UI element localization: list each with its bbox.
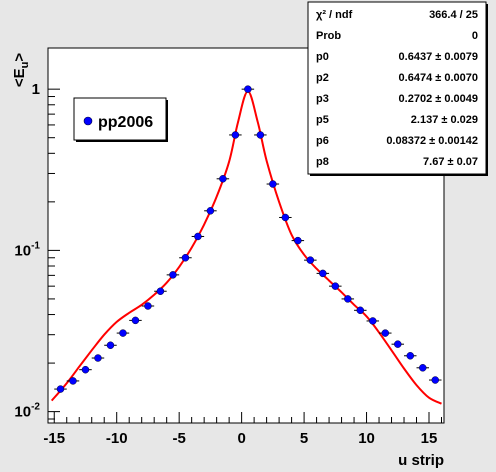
marker: [69, 377, 77, 385]
marker: [206, 207, 215, 215]
stats-value: 366.4 / 25: [429, 9, 478, 21]
marker: [419, 364, 427, 372]
marker: [331, 282, 340, 290]
marker: [131, 316, 140, 325]
stats-value: 0.2702 ± 0.0049: [399, 93, 478, 105]
marker: [231, 131, 240, 139]
data-point: [341, 295, 355, 303]
data-point: [91, 354, 105, 362]
stats-box: χ² / ndf 366.4 / 25 Prob 0 p0 0.6437 ± 0.0079…: [307, 1, 488, 176]
data-points: [54, 85, 442, 393]
data-point: [66, 377, 80, 385]
data-point: [329, 282, 342, 290]
data-point: [366, 317, 380, 325]
marker: [219, 175, 227, 183]
data-point: [416, 364, 430, 372]
x-tick-label: 15: [421, 430, 438, 447]
x-axis-title: u strip: [398, 452, 444, 469]
data-point: [391, 340, 405, 348]
marker: [319, 269, 327, 278]
data-point: [354, 306, 367, 315]
marker: [281, 213, 290, 222]
data-point: [229, 131, 242, 139]
data-point: [141, 302, 155, 310]
marker: [194, 232, 202, 241]
data-point: [291, 236, 305, 245]
stats-name: χ² / ndf: [316, 9, 353, 21]
marker: [94, 354, 102, 362]
data-point: [104, 341, 117, 350]
svg-text:<Eu>: <Eu>: [11, 53, 31, 88]
marker: [381, 329, 390, 337]
marker: [369, 317, 377, 325]
stats-name: p3: [316, 93, 329, 105]
stats-value: 0.08372 ± 0.00142: [386, 135, 478, 147]
stats-name: p8: [316, 156, 329, 168]
stats-name: p5: [316, 114, 329, 126]
y-axis-title: <Eu>: [11, 53, 31, 88]
data-point: [379, 329, 392, 337]
x-tick-label: -15: [43, 430, 65, 447]
marker: [81, 365, 90, 374]
data-point: [191, 232, 205, 241]
x-tick-label: 0: [237, 430, 245, 447]
marker: [106, 341, 115, 350]
legend-label: pp2006: [98, 114, 153, 131]
data-point: [116, 329, 130, 337]
x-tick-label: 10: [358, 430, 375, 447]
marker: [244, 85, 252, 93]
x-tick-label: -10: [106, 430, 128, 447]
marker: [181, 254, 190, 262]
x-tick-label: -5: [172, 430, 185, 447]
y-tick-label: 10-2: [14, 402, 40, 421]
data-point: [279, 213, 292, 222]
axes: -15 -10 -5 0 5 10 15 10-2 10-1 1: [14, 48, 444, 447]
marker: [56, 385, 65, 393]
data-point: [404, 352, 417, 360]
data-point: [304, 256, 317, 264]
stats-value: 0.6437 ± 0.0079: [399, 51, 478, 63]
marker: [306, 256, 315, 264]
legend-box: pp2006: [73, 97, 168, 142]
marker: [269, 180, 277, 188]
data-point: [429, 376, 442, 384]
y-tick-label: 1: [32, 81, 40, 98]
stats-value: 7.67 ± 0.07: [423, 156, 478, 168]
stats-name: p6: [316, 135, 329, 147]
stats-value: 2.137 ± 0.029: [411, 114, 478, 126]
stats-value: 0.6474 ± 0.0070: [399, 72, 478, 84]
stats-name: p2: [316, 72, 329, 84]
data-point: [204, 207, 217, 215]
data-point: [129, 316, 142, 325]
data-point: [316, 269, 330, 278]
legend-marker: [83, 116, 93, 126]
stats-name: Prob: [316, 30, 341, 42]
marker: [431, 376, 440, 384]
data-point: [166, 271, 180, 279]
x-tick-label: 5: [300, 430, 308, 447]
marker: [344, 295, 352, 303]
marker: [144, 302, 152, 310]
stats-value: 0: [472, 30, 478, 42]
marker: [394, 340, 402, 348]
y-tick-label: 10-1: [14, 240, 40, 259]
marker: [294, 236, 302, 245]
marker: [406, 352, 415, 360]
data-point: [79, 365, 92, 374]
data-point: [241, 85, 255, 93]
stats-frame: [307, 1, 487, 175]
data-point: [54, 385, 67, 393]
marker: [156, 287, 165, 295]
marker: [169, 271, 177, 279]
data-point: [266, 180, 280, 188]
marker: [119, 329, 127, 337]
data-point: [216, 175, 230, 183]
data-point: [254, 131, 267, 139]
marker: [356, 306, 365, 315]
data-point: [179, 254, 192, 262]
marker: [256, 131, 265, 139]
stats-name: p0: [316, 51, 329, 63]
data-point: [154, 287, 167, 295]
